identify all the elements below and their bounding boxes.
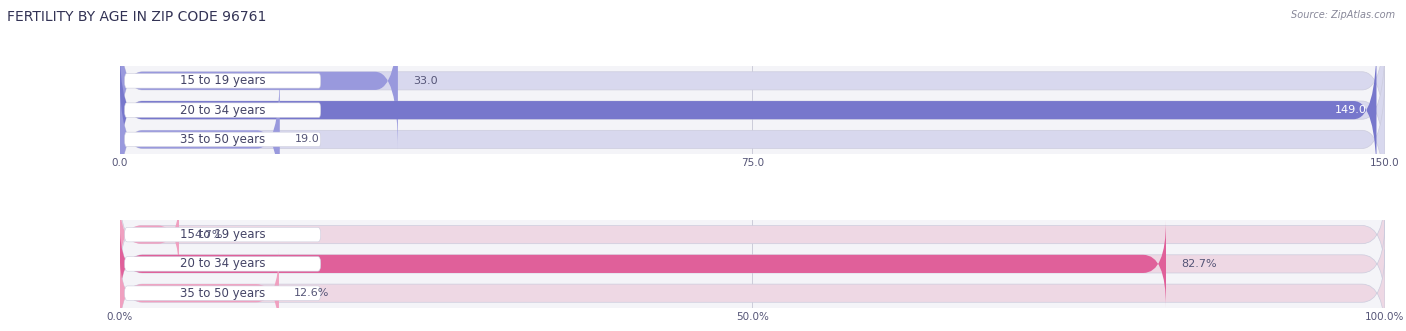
Text: 35 to 50 years: 35 to 50 years — [180, 287, 266, 300]
FancyBboxPatch shape — [125, 103, 321, 118]
Text: 12.6%: 12.6% — [294, 288, 329, 298]
FancyBboxPatch shape — [120, 70, 280, 210]
Text: 33.0: 33.0 — [413, 76, 437, 86]
FancyBboxPatch shape — [120, 220, 1166, 307]
Text: 35 to 50 years: 35 to 50 years — [180, 133, 266, 146]
FancyBboxPatch shape — [120, 250, 1385, 331]
FancyBboxPatch shape — [125, 227, 321, 242]
Text: 15 to 19 years: 15 to 19 years — [180, 74, 266, 87]
FancyBboxPatch shape — [120, 196, 179, 274]
FancyBboxPatch shape — [120, 11, 1385, 151]
Text: 4.7%: 4.7% — [194, 230, 222, 240]
FancyBboxPatch shape — [125, 286, 321, 301]
FancyBboxPatch shape — [125, 132, 321, 147]
Text: 19.0: 19.0 — [295, 134, 319, 144]
Text: FERTILITY BY AGE IN ZIP CODE 96761: FERTILITY BY AGE IN ZIP CODE 96761 — [7, 10, 266, 24]
FancyBboxPatch shape — [125, 257, 321, 271]
Text: 15 to 19 years: 15 to 19 years — [180, 228, 266, 241]
FancyBboxPatch shape — [120, 70, 1385, 210]
Text: Source: ZipAtlas.com: Source: ZipAtlas.com — [1291, 10, 1395, 20]
FancyBboxPatch shape — [125, 73, 321, 88]
FancyBboxPatch shape — [120, 250, 278, 331]
FancyBboxPatch shape — [120, 220, 1385, 307]
FancyBboxPatch shape — [120, 40, 1385, 180]
Text: 20 to 34 years: 20 to 34 years — [180, 258, 266, 270]
Text: 82.7%: 82.7% — [1181, 259, 1216, 269]
FancyBboxPatch shape — [120, 11, 398, 151]
FancyBboxPatch shape — [120, 40, 1376, 180]
Text: 149.0: 149.0 — [1334, 105, 1367, 115]
Text: 20 to 34 years: 20 to 34 years — [180, 104, 266, 117]
FancyBboxPatch shape — [120, 191, 1385, 278]
